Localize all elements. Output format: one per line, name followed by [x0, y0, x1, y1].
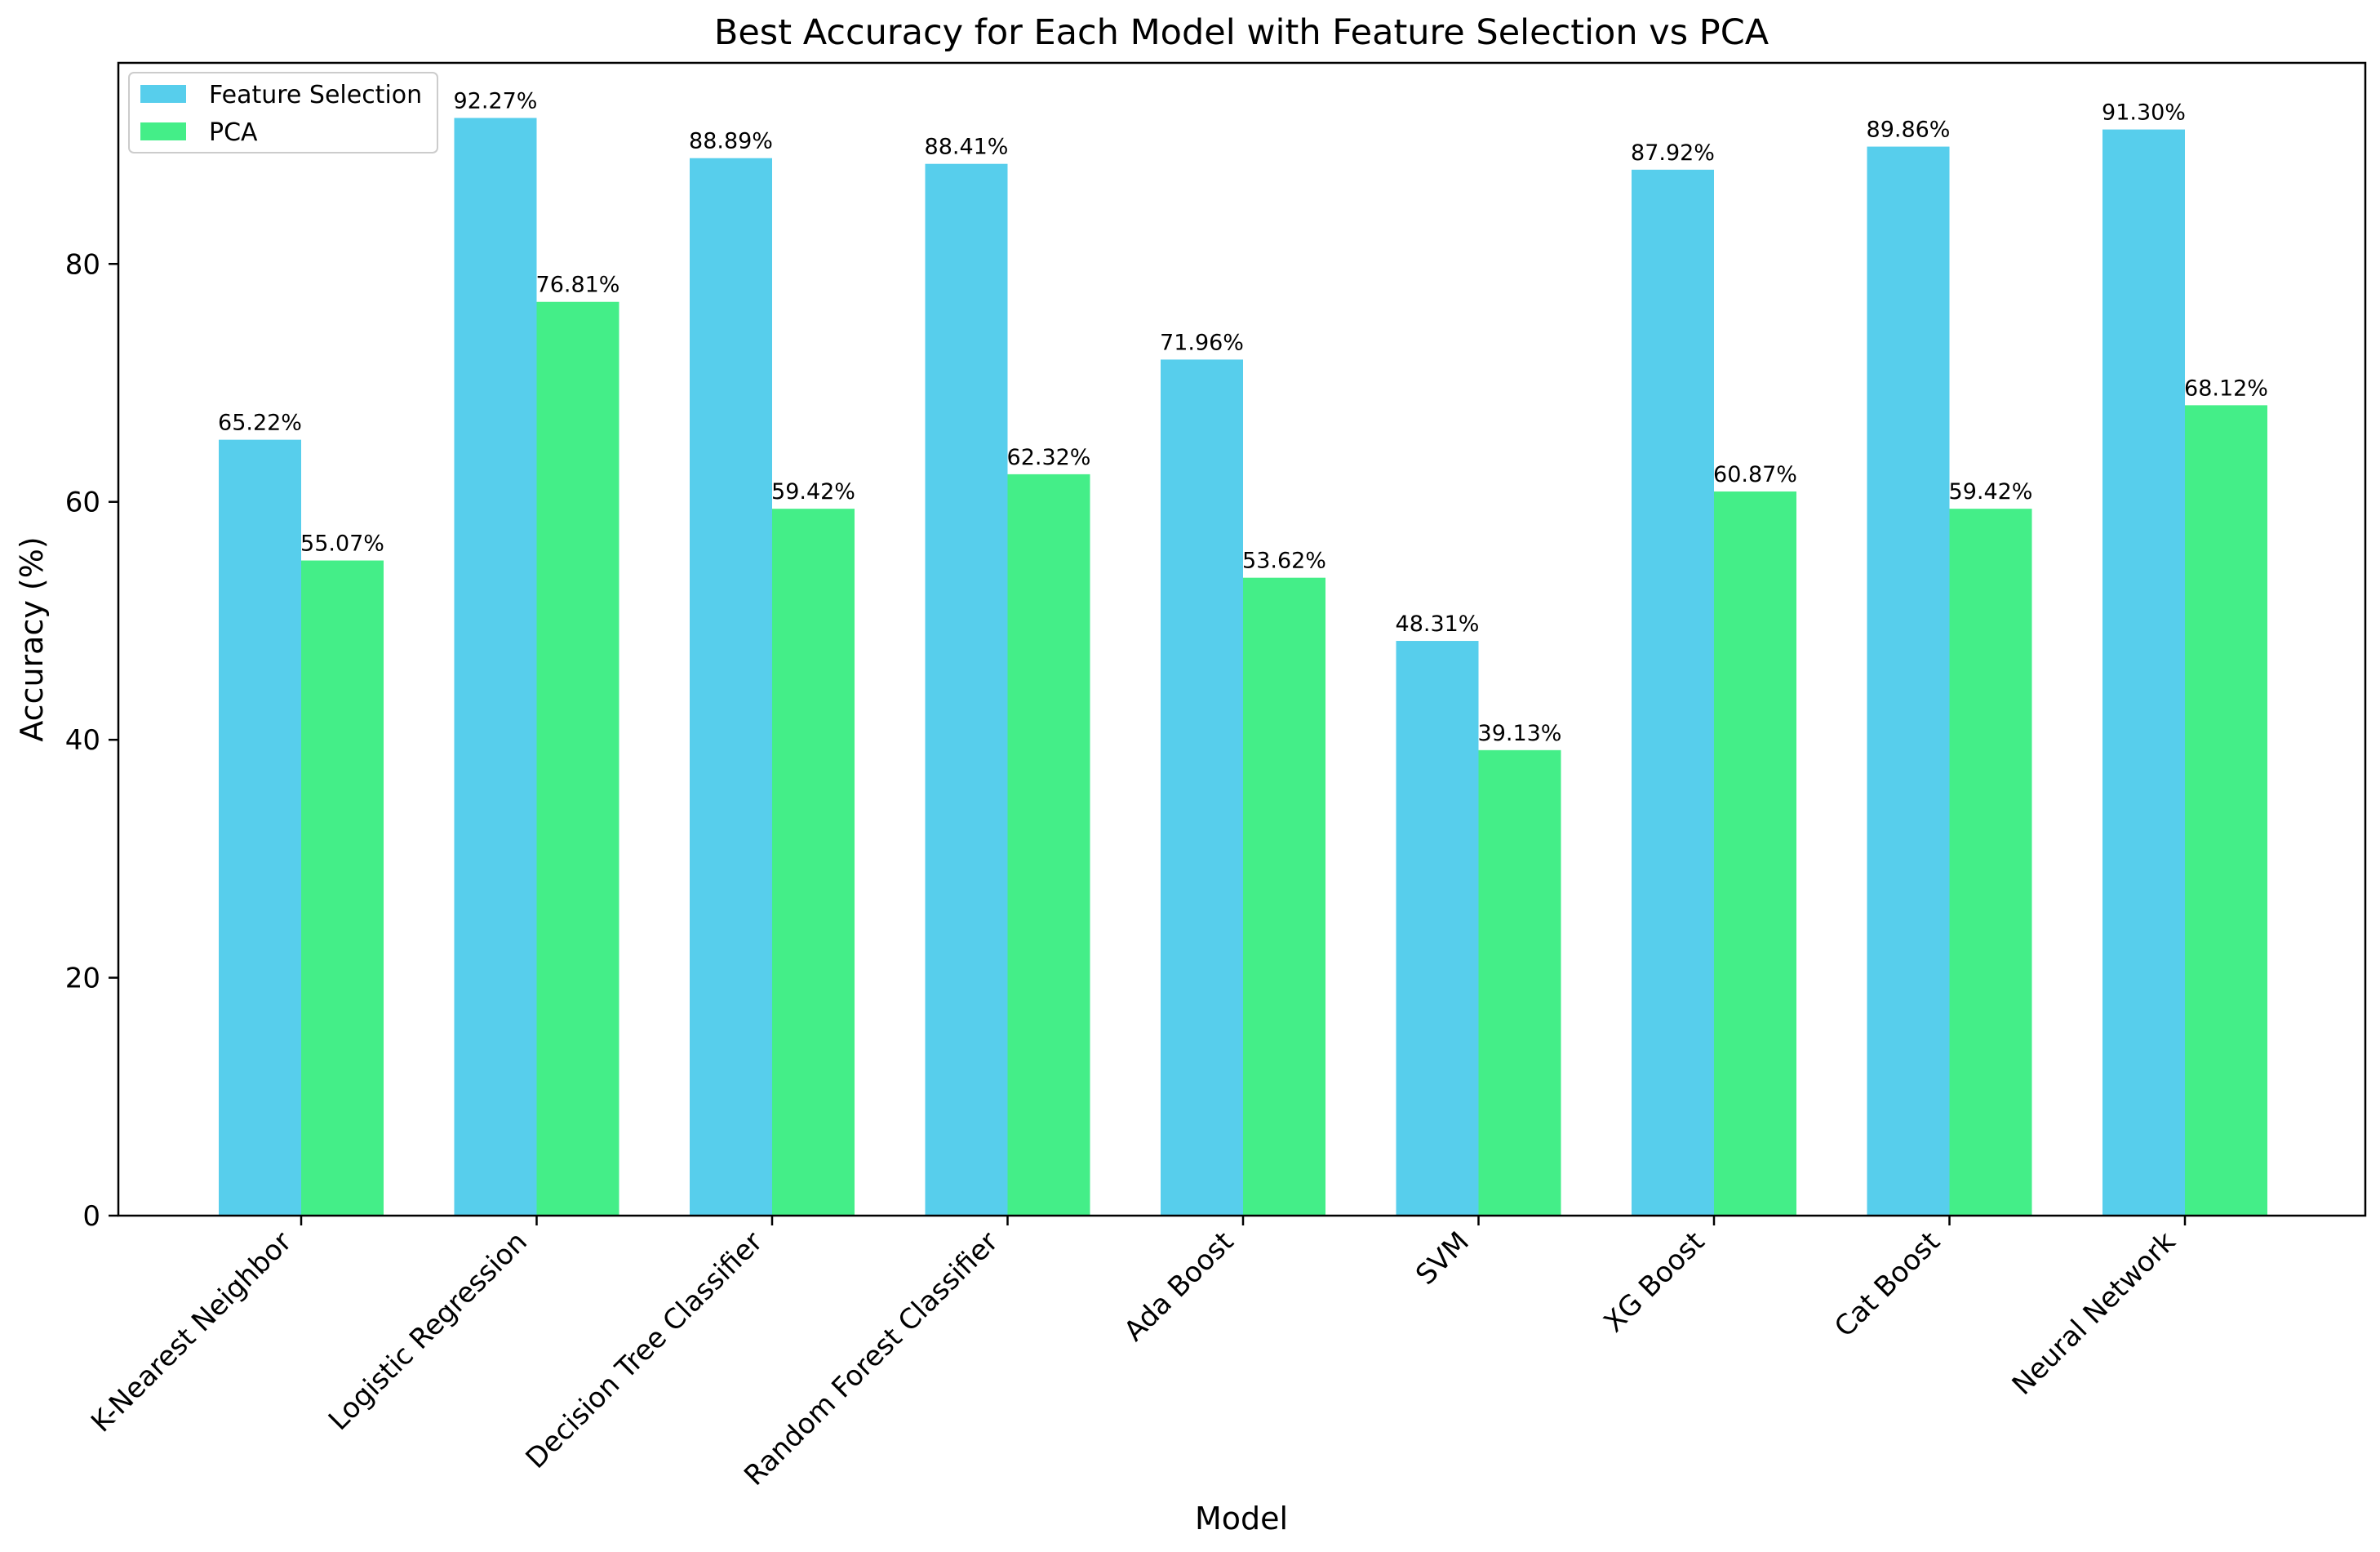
x-tick-label-k-nearest-neighbor: K-Nearest Neighbor — [85, 1225, 298, 1439]
bar-pca-logistic-regression — [536, 301, 619, 1216]
bar-label-pca-neural-network: 68.12% — [2184, 376, 2268, 401]
x-tick-label-neural-network: Neural Network — [2006, 1225, 2182, 1402]
x-tick-label-cat-boost: Cat Boost — [1828, 1225, 1947, 1344]
bar-feature-selection-k-nearest-neighbor — [219, 439, 301, 1216]
x-axis-label: Model — [1195, 1501, 1288, 1536]
bar-feature-selection-cat-boost — [1867, 146, 1950, 1216]
bar-pca-cat-boost — [1949, 509, 2032, 1216]
y-axis-label: Accuracy (%) — [14, 536, 50, 741]
x-tick-label-ada-boost: Ada Boost — [1118, 1225, 1241, 1348]
x-tick-label-logistic-regression: Logistic Regression — [322, 1225, 534, 1437]
legend-frame — [128, 72, 438, 153]
y-tick-label: 80 — [65, 248, 100, 281]
bar-label-feature-selection-neural-network: 91.30% — [2102, 100, 2186, 126]
bars-group — [219, 118, 2267, 1216]
bar-feature-selection-ada-boost — [1161, 359, 1243, 1216]
bar-pca-random-forest-classifier — [1007, 474, 1090, 1216]
bar-label-feature-selection-cat-boost: 89.86% — [1867, 118, 1951, 143]
x-tick-label-svm: SVM — [1410, 1225, 1476, 1292]
bar-label-feature-selection-decision-tree-classifier: 88.89% — [689, 129, 773, 154]
x-tick-label-xg-boost: XG Boost — [1597, 1225, 1711, 1339]
plot-frame — [117, 61, 2367, 1217]
bar-label-feature-selection-random-forest-classifier: 88.41% — [925, 135, 1009, 160]
bar-label-pca-logistic-regression: 76.81% — [536, 273, 620, 298]
x-axis: K-Nearest Neighbor Logistic RegressionDec… — [85, 1216, 2187, 1492]
bar-label-feature-selection-xg-boost: 87.92% — [1631, 140, 1715, 166]
y-tick-label: 60 — [65, 487, 100, 519]
bar-label-pca-xg-boost: 60.87% — [1713, 462, 1797, 487]
bar-label-feature-selection-ada-boost: 71.96% — [1160, 330, 1244, 355]
bar-feature-selection-random-forest-classifier — [925, 163, 1008, 1216]
bar-pca-k-nearest-neighbor — [301, 560, 384, 1216]
bar-feature-selection-neural-network — [2102, 129, 2185, 1216]
bar-pca-svm — [1478, 749, 1561, 1216]
bar-feature-selection-svm — [1396, 641, 1479, 1216]
x-tick-label-random-forest-classifier: Random Forest Classifier — [738, 1225, 1005, 1492]
bar-label-pca-random-forest-classifier: 62.32% — [1007, 445, 1091, 470]
legend-swatch-feature-selection — [140, 85, 186, 103]
bar-pca-xg-boost — [1714, 491, 1796, 1216]
chart-title: Best Accuracy for Each Model with Featur… — [714, 12, 1769, 53]
bar-feature-selection-xg-boost — [1632, 169, 1714, 1216]
legend-label-pca: PCA — [209, 118, 258, 147]
legend-swatch-pca — [140, 122, 186, 140]
bar-pca-neural-network — [2185, 405, 2267, 1216]
bar-pca-decision-tree-classifier — [772, 509, 855, 1216]
y-tick-label: 0 — [82, 1200, 100, 1233]
legend-label-feature-selection: Feature Selection — [209, 81, 422, 109]
legend: Feature Selection PCA — [128, 72, 438, 153]
bar-label-pca-svm: 39.13% — [1478, 721, 1562, 746]
bar-pca-ada-boost — [1243, 577, 1325, 1216]
bar-label-feature-selection-logistic-regression: 92.27% — [454, 88, 538, 113]
y-tick-label: 40 — [65, 724, 100, 757]
bar-feature-selection-logistic-regression — [454, 118, 537, 1216]
bar-label-pca-decision-tree-classifier: 59.42% — [771, 479, 855, 505]
bar-labels-group: 65.22% 55.07% 92.27% 76.81% 88.89% 59.42% 88.4… — [218, 88, 2268, 745]
bar-feature-selection-decision-tree-classifier — [690, 158, 772, 1216]
x-tick-label-decision-tree-classifier: Decision Tree Classifier — [520, 1225, 770, 1475]
bar-label-pca-k-nearest-neighbor: 55.07% — [300, 531, 384, 557]
bar-label-pca-cat-boost: 59.42% — [1949, 479, 2033, 505]
bar-label-feature-selection-k-nearest-neighbor: 65.22% — [218, 411, 302, 436]
y-tick-label: 20 — [65, 963, 100, 995]
y-axis: 0 20 40 60 80 — [65, 248, 118, 1233]
bar-label-feature-selection-svm: 48.31% — [1396, 611, 1480, 637]
bar-label-pca-ada-boost: 53.62% — [1242, 549, 1326, 574]
